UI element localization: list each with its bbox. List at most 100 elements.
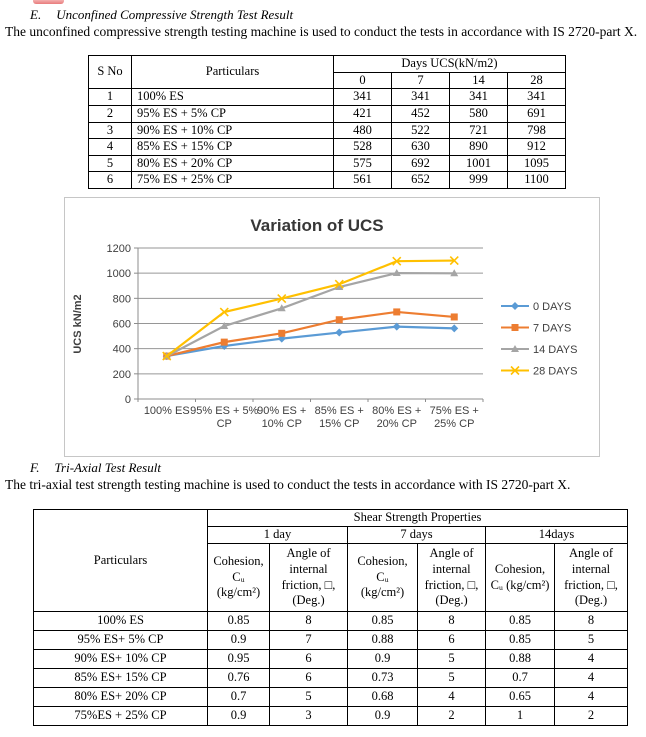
y-axis-tick-label: 0 — [125, 394, 131, 406]
table-cell: 0.9 — [207, 706, 270, 726]
table-cell: 80% ES+ 20% CP — [33, 687, 208, 707]
x-axis-category-label: 90% ES +10% CP — [257, 405, 306, 430]
legend-item: 28 DAYS — [501, 366, 577, 378]
table-row: 95% ES+ 5% CP 0.9 7 0.88 6 0.85 5 — [33, 630, 629, 650]
ucs-header-days-group: Days UCS(kN/m2) — [333, 55, 566, 73]
table-cell: 0.85 — [485, 611, 555, 631]
table-cell: 0.88 — [485, 649, 555, 669]
table-cell: 691 — [507, 104, 566, 123]
series-line — [166, 271, 455, 358]
table-cell: 6 — [417, 630, 486, 650]
table-row: 5 80% ES + 20% CP 575 692 1001 1095 — [88, 154, 566, 173]
table-cell: 1 — [485, 706, 555, 726]
table-cell: 522 — [391, 121, 450, 140]
y-axis-tick-label: 400 — [113, 344, 131, 356]
table-cell: 561 — [333, 171, 392, 189]
table-cell: 90% ES + 10% CP — [131, 121, 334, 140]
section-e-label: E. — [30, 7, 42, 22]
table-cell: 4 — [417, 687, 486, 707]
legend-label: 7 DAYS — [533, 323, 571, 335]
series-line — [166, 325, 455, 358]
tri-header-friction-7days: Angle of internal friction, □, (Deg.) — [417, 543, 486, 612]
tri-header-cohesion-7days: Cohesion, Cᵤ (kg/cm²) — [347, 543, 418, 612]
cropped-red-highlight-artifact — [33, 0, 64, 4]
table-cell: 5 — [417, 649, 486, 669]
ucs-header-day-14: 14 — [449, 71, 508, 90]
diamond-marker — [392, 322, 401, 331]
x-marker — [392, 256, 402, 266]
table-cell: 100% ES — [33, 611, 208, 631]
square-marker — [220, 338, 228, 346]
triaxial-results-table: Particulars Shear Strength Properties 1 … — [33, 509, 629, 726]
table-cell: 999 — [449, 171, 508, 189]
section-e-title: Unconfined Compressive Strength Test Res… — [56, 7, 294, 22]
table-cell: 90% ES+ 10% CP — [33, 649, 208, 669]
table-cell: 95% ES+ 5% CP — [33, 630, 208, 650]
section-f-heading: F. Tri-Axial Test Result — [30, 460, 161, 476]
ucs-header-particulars: Particulars — [131, 54, 334, 90]
triangle-marker — [450, 269, 459, 277]
table-cell: 630 — [391, 138, 450, 156]
table-cell: 75%ES + 25% CP — [33, 706, 208, 726]
table-cell: 0.85 — [485, 630, 555, 650]
table-cell: 0.85 — [207, 611, 270, 631]
table-cell: 100% ES — [131, 88, 334, 106]
table-cell: 528 — [333, 138, 392, 156]
diamond-marker — [335, 328, 344, 337]
table-cell: 5 — [417, 668, 486, 688]
legend-label: 14 DAYS — [533, 344, 577, 356]
table-cell: 85% ES+ 15% CP — [33, 668, 208, 688]
table-cell: 0.65 — [485, 687, 555, 707]
y-axis-tick-label: 600 — [113, 319, 131, 331]
table-cell: 1 — [88, 88, 132, 106]
table-cell: 8 — [417, 611, 486, 631]
table-cell: 0.85 — [347, 611, 418, 631]
table-cell: 341 — [391, 88, 450, 106]
tri-header-particulars: Particulars — [33, 509, 208, 612]
table-cell: 5 — [269, 687, 348, 707]
legend-label: 28 DAYS — [533, 366, 577, 378]
tri-header-14days: 14days — [484, 526, 629, 544]
legend-item: 0 DAYS — [501, 301, 571, 313]
table-cell: 580 — [449, 104, 508, 123]
tri-header-1day: 1 day — [207, 526, 348, 544]
table-cell: 1001 — [449, 154, 508, 173]
x-marker — [449, 256, 459, 266]
table-cell: 421 — [333, 104, 392, 123]
table-cell: 3 — [88, 121, 132, 140]
series-line — [166, 259, 455, 357]
table-cell: 5 — [88, 154, 132, 173]
square-marker — [393, 308, 401, 316]
chart-title: Variation of UCS — [250, 216, 383, 235]
table-cell: 0.73 — [347, 668, 418, 688]
table-cell: 2 — [88, 104, 132, 123]
triangle-marker — [392, 269, 401, 277]
table-cell: 4 — [553, 668, 629, 688]
table-cell: 2 — [417, 706, 486, 726]
ucs-header-sno: S No — [88, 54, 132, 90]
table-cell: 890 — [449, 138, 508, 156]
square-marker — [335, 316, 343, 324]
table-row: 3 90% ES + 10% CP 480 522 721 798 — [88, 121, 566, 140]
table-cell: 8 — [269, 611, 348, 631]
x-marker — [219, 307, 229, 317]
table-cell: 341 — [333, 88, 392, 106]
y-axis-tick-label: 1200 — [107, 243, 131, 255]
tri-header-cohesion-14days: Cohesion, Cᵤ (kg/cm²) — [485, 543, 555, 612]
table-cell: 0.95 — [207, 649, 270, 669]
table-row: 85% ES+ 15% CP 0.76 6 0.73 5 0.7 4 — [33, 668, 629, 688]
x-marker — [334, 279, 344, 289]
series-line — [166, 310, 455, 358]
diamond-marker — [450, 324, 459, 333]
section-f-label: F. — [30, 460, 40, 475]
table-cell: 0.9 — [207, 630, 270, 650]
table-cell: 0.9 — [347, 649, 418, 669]
ucs-variation-chart-svg: 0 200 400 600 800 1000 1200 100% ES 95% ES + 5% C… — [72, 216, 577, 430]
table-cell: 575 — [333, 154, 392, 173]
ucs-results-table: S No Particulars Days UCS(kN/m2) 0 7 14 … — [88, 54, 566, 189]
table-cell: 1095 — [507, 154, 566, 173]
triangle-marker — [335, 283, 344, 291]
table-row: 100% ES 0.85 8 0.85 8 0.85 8 — [33, 611, 629, 631]
x-axis-category-label: 75% ES +25% CP — [430, 405, 479, 430]
